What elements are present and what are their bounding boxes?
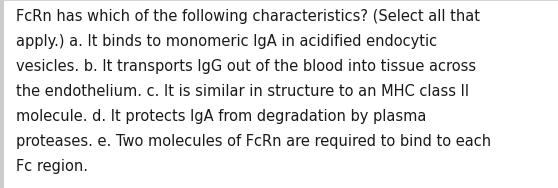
Text: apply.) a. It binds to monomeric IgA in acidified endocytic: apply.) a. It binds to monomeric IgA in … — [16, 34, 437, 49]
Text: molecule. d. It protects IgA from degradation by plasma: molecule. d. It protects IgA from degrad… — [16, 109, 426, 124]
Text: proteases. e. Two molecules of FcRn are required to bind to each: proteases. e. Two molecules of FcRn are … — [16, 134, 490, 149]
Text: the endothelium. c. It is similar in structure to an MHC class II: the endothelium. c. It is similar in str… — [16, 84, 469, 99]
Text: vesicles. b. It transports IgG out of the blood into tissue across: vesicles. b. It transports IgG out of th… — [16, 59, 476, 74]
Text: Fc region.: Fc region. — [16, 159, 88, 174]
Text: FcRn has which of the following characteristics? (Select all that: FcRn has which of the following characte… — [16, 9, 480, 24]
FancyBboxPatch shape — [0, 0, 4, 188]
